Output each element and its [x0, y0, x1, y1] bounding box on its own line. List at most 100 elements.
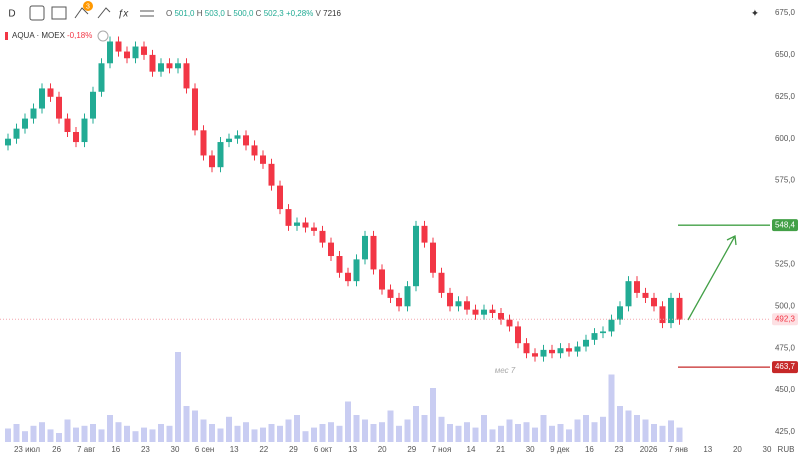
volume-bar	[56, 433, 62, 442]
volume-bar	[668, 420, 674, 442]
volume-bar	[540, 415, 547, 442]
candle-body	[413, 225, 419, 287]
candle-body	[107, 41, 113, 64]
volume-bar	[583, 415, 589, 442]
volume-bar	[73, 427, 79, 442]
candle-body	[532, 353, 538, 357]
candle-body	[574, 346, 581, 352]
candle-body	[506, 319, 513, 327]
indicator-icon[interactable]	[29, 5, 45, 21]
candle-body	[13, 128, 20, 139]
line-icon[interactable]	[97, 7, 111, 19]
fx-icon[interactable]: ƒx	[118, 9, 130, 20]
candle-body	[328, 242, 334, 257]
candle-body	[260, 155, 266, 164]
x-tick-label: 22	[259, 445, 268, 454]
candle-body	[668, 297, 674, 324]
volume-bar	[268, 424, 275, 442]
x-tick-label: 23	[615, 445, 624, 454]
volume-bar	[277, 425, 283, 442]
candle-body	[226, 138, 232, 143]
volume-bar	[396, 425, 402, 442]
y-tick-label: 675,0	[775, 8, 796, 17]
volume-bar	[39, 422, 45, 442]
volume-bar	[294, 415, 300, 442]
x-tick-label: 23	[141, 445, 150, 454]
volume-bar	[217, 428, 224, 442]
candle-body	[421, 225, 428, 243]
volume-bar	[124, 425, 130, 442]
candle-body	[625, 281, 632, 307]
x-tick-label: 16	[585, 445, 594, 454]
x-tick-label: 13	[348, 445, 357, 454]
volume-bar	[311, 427, 317, 442]
collapse-button[interactable]	[97, 30, 109, 42]
volume-bar	[345, 401, 351, 442]
x-tick-label: 21	[496, 445, 505, 454]
candle-body	[404, 286, 411, 307]
volume-bar	[413, 406, 419, 442]
interval-button[interactable]: D	[8, 9, 15, 20]
volume-bar	[209, 424, 215, 442]
x-tick-label: 7 авг	[77, 445, 95, 454]
volume-bar	[608, 374, 615, 442]
ohlc-key: L	[227, 9, 232, 18]
candle-body	[98, 63, 105, 92]
candle-body	[277, 185, 283, 210]
volume-bar	[353, 415, 360, 442]
symbol: AQUA · MOEX	[12, 31, 66, 40]
candle-body	[192, 88, 198, 131]
x-tick-label: 29	[289, 445, 298, 454]
x-tick-label: 7 янв	[668, 445, 688, 454]
x-tick-label: 30	[763, 445, 772, 454]
volume-bar	[285, 419, 292, 442]
candle-body	[676, 297, 683, 320]
volume-bar	[107, 415, 113, 442]
x-tick-label: 20	[378, 445, 387, 454]
badge-count: 3	[86, 3, 90, 10]
draw-icon[interactable]	[74, 7, 89, 19]
candle-body	[591, 333, 598, 340]
volume-bar	[481, 415, 487, 442]
volume-bar	[175, 352, 181, 442]
y-tick-label: 500,0	[775, 301, 796, 310]
volume-bar	[515, 424, 521, 442]
ohlc-key: H	[197, 9, 203, 18]
volume-bar	[591, 422, 598, 442]
settings-icon[interactable]	[140, 10, 154, 17]
candle-body	[481, 309, 487, 315]
x-tick-label: 20	[733, 445, 742, 454]
volume-bar	[251, 429, 258, 442]
volume-bar	[22, 431, 28, 442]
x-tick-label: 29	[407, 445, 416, 454]
symbol-marker	[5, 32, 8, 40]
volume-bar	[600, 416, 606, 442]
candle-body	[166, 63, 173, 69]
volume-bar	[659, 425, 666, 442]
candle-body	[132, 46, 139, 59]
volume-bar	[90, 424, 96, 442]
volume-bar	[13, 424, 20, 442]
candle-body	[73, 131, 79, 143]
candle-body	[200, 130, 207, 156]
watermark: мес 7	[495, 366, 516, 375]
x-tick-label: 7 ноя	[431, 445, 451, 454]
candles-icon[interactable]	[51, 6, 67, 20]
volume-bar	[557, 424, 564, 442]
volume-bar	[676, 427, 683, 442]
candle-body	[5, 138, 11, 146]
candle-body	[523, 343, 530, 354]
price-label: 463,7	[775, 362, 796, 371]
candle-body	[430, 242, 436, 273]
candle-body	[489, 309, 496, 314]
candle-body	[22, 118, 28, 129]
candle-body	[234, 135, 241, 139]
candle-body	[124, 51, 130, 59]
candle-body	[566, 348, 572, 352]
candle-body	[183, 63, 190, 89]
candle-body	[540, 349, 547, 357]
volume-bar	[141, 427, 147, 442]
ai-button[interactable]: ✦	[751, 9, 759, 20]
current-price-label: 492,3	[775, 314, 796, 323]
